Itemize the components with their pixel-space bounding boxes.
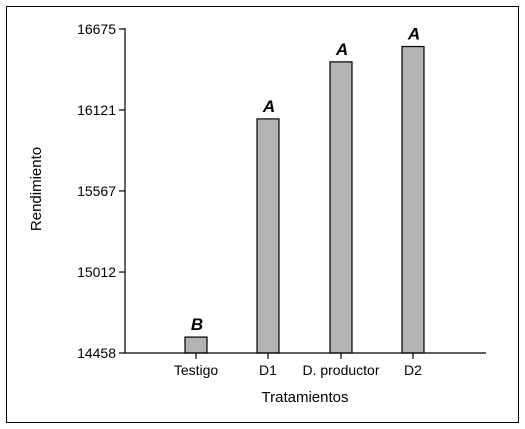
group-letter-label: A xyxy=(407,25,420,44)
bar xyxy=(329,61,353,354)
x-ticks: Testigo D1 D. productor D2 xyxy=(174,353,422,378)
x-axis-title: Tratamientos xyxy=(262,389,349,406)
bar xyxy=(401,45,425,354)
bar xyxy=(184,336,208,354)
group-letter-label: A xyxy=(262,97,275,116)
bar xyxy=(256,118,280,354)
x-tick-label: D. productor xyxy=(302,362,379,378)
y-tick-label: 16121 xyxy=(77,102,116,118)
x-tick-label: Testigo xyxy=(174,362,219,378)
x-tick-label: D1 xyxy=(259,362,277,378)
y-ticks: 14458 15012 15567 16121 16675 xyxy=(77,21,125,361)
chart-marks: B A A A xyxy=(184,25,425,354)
group-letter-label: A xyxy=(335,40,348,59)
group-letter-label: B xyxy=(191,315,203,334)
y-tick-label: 14458 xyxy=(77,345,116,361)
y-axis-title: Rendimiento xyxy=(28,147,45,231)
y-tick-label: 15567 xyxy=(77,183,116,199)
x-tick-label: D2 xyxy=(404,362,422,378)
y-tick-label: 15012 xyxy=(77,264,116,280)
y-tick-label: 16675 xyxy=(77,21,116,37)
